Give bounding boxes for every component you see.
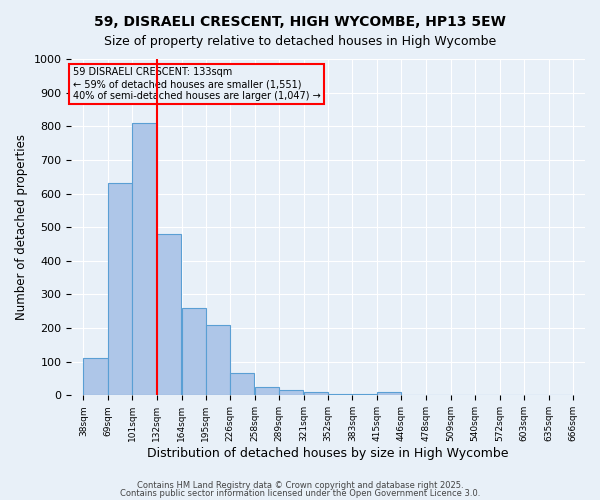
Bar [83, 358, 107, 396]
Bar [230, 374, 254, 396]
Bar [279, 390, 303, 396]
Text: Contains public sector information licensed under the Open Government Licence 3.: Contains public sector information licen… [120, 488, 480, 498]
Text: Contains HM Land Registry data © Crown copyright and database right 2025.: Contains HM Land Registry data © Crown c… [137, 481, 463, 490]
Bar [377, 392, 401, 396]
Y-axis label: Number of detached properties: Number of detached properties [15, 134, 28, 320]
Bar [352, 394, 376, 396]
Text: 59, DISRAELI CRESCENT, HIGH WYCOMBE, HP13 5EW: 59, DISRAELI CRESCENT, HIGH WYCOMBE, HP1… [94, 15, 506, 29]
Bar [255, 387, 279, 396]
Text: 59 DISRAELI CRESCENT: 133sqm
← 59% of detached houses are smaller (1,551)
40% of: 59 DISRAELI CRESCENT: 133sqm ← 59% of de… [73, 68, 320, 100]
Text: Size of property relative to detached houses in High Wycombe: Size of property relative to detached ho… [104, 35, 496, 48]
Bar [133, 123, 157, 396]
Bar [328, 394, 352, 396]
Bar [107, 184, 131, 396]
X-axis label: Distribution of detached houses by size in High Wycombe: Distribution of detached houses by size … [148, 447, 509, 460]
Bar [206, 324, 230, 396]
Bar [157, 234, 181, 396]
Bar [304, 392, 328, 396]
Bar [182, 308, 206, 396]
